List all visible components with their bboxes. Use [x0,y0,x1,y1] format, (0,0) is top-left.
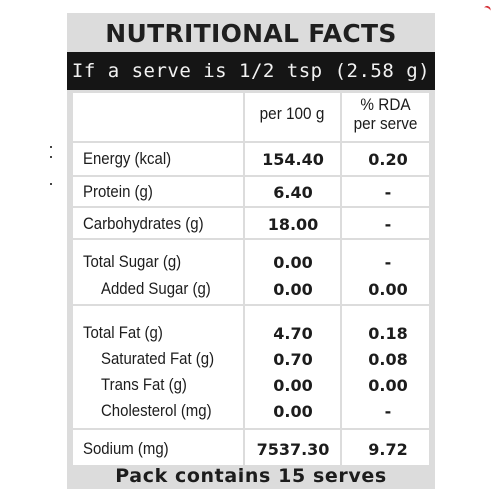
header-rda-line2: per serve [353,114,418,133]
column-divider [243,93,245,465]
row-rda-protein: - [384,183,392,202]
row-name-sodium: Sodium (mg) [83,439,169,458]
row-value-sodium: 7537.30 [256,440,330,459]
row-divider [73,141,429,143]
header-rda-line1: % RDA [360,95,411,114]
row-name-carbohydrates: Carbohydrates (g) [83,214,204,233]
nutrition-label: NUTRITIONAL FACTS If a serve is 1/2 tsp … [67,13,435,489]
row-value-trans-fat: 0.00 [273,376,313,395]
row-rda-saturated-fat: 0.08 [368,350,408,369]
stray-dot [50,146,52,148]
row-divider [73,304,429,306]
row-value-saturated-fat: 0.70 [273,350,313,369]
row-rda-trans-fat: 0.00 [368,376,408,395]
row-value-energy: 154.40 [262,150,324,169]
row-name-trans-fat: Trans Fat (g) [101,375,187,394]
column-divider [340,93,342,465]
row-name-cholesterol: Cholesterol (mg) [101,401,212,420]
row-rda-sodium: 9.72 [368,440,408,459]
row-name-total-sugar: Total Sugar (g) [83,252,182,271]
label-title: NUTRITIONAL FACTS [105,19,397,48]
row-rda-energy: 0.20 [368,150,408,169]
row-rda-carbohydrates: - [384,215,392,234]
serve-size-banner: If a serve is 1/2 tsp (2.58 g) [67,52,435,90]
row-value-carbohydrates: 18.00 [267,215,319,234]
row-value-protein: 6.40 [273,183,313,202]
row-name-added-sugar: Added Sugar (g) [101,279,211,298]
row-rda-cholesterol: - [384,402,392,421]
stray-dot [50,156,52,158]
row-divider [73,175,429,177]
row-rda-total-fat: 0.18 [368,324,408,343]
nutrition-table: per 100 g % RDA per serve Energy (kcal) … [73,93,429,465]
pack-serves-footer: Pack contains 15 serves [115,465,387,487]
header-per-100g: per 100 g [259,104,325,123]
row-name-protein: Protein (g) [83,182,153,201]
stray-dot [50,183,52,185]
row-divider [73,206,429,208]
red-corner-mark [483,4,492,13]
row-divider [73,428,429,430]
row-name-saturated-fat: Saturated Fat (g) [101,349,215,368]
row-divider [73,238,429,240]
row-rda-added-sugar: 0.00 [368,280,408,299]
row-name-energy: Energy (kcal) [83,149,172,168]
row-name-total-fat: Total Fat (g) [83,323,163,342]
row-value-total-fat: 4.70 [273,324,313,343]
row-value-added-sugar: 0.00 [273,280,313,299]
row-value-total-sugar: 0.00 [273,253,313,272]
row-value-cholesterol: 0.00 [273,402,313,421]
row-rda-total-sugar: - [384,253,392,272]
